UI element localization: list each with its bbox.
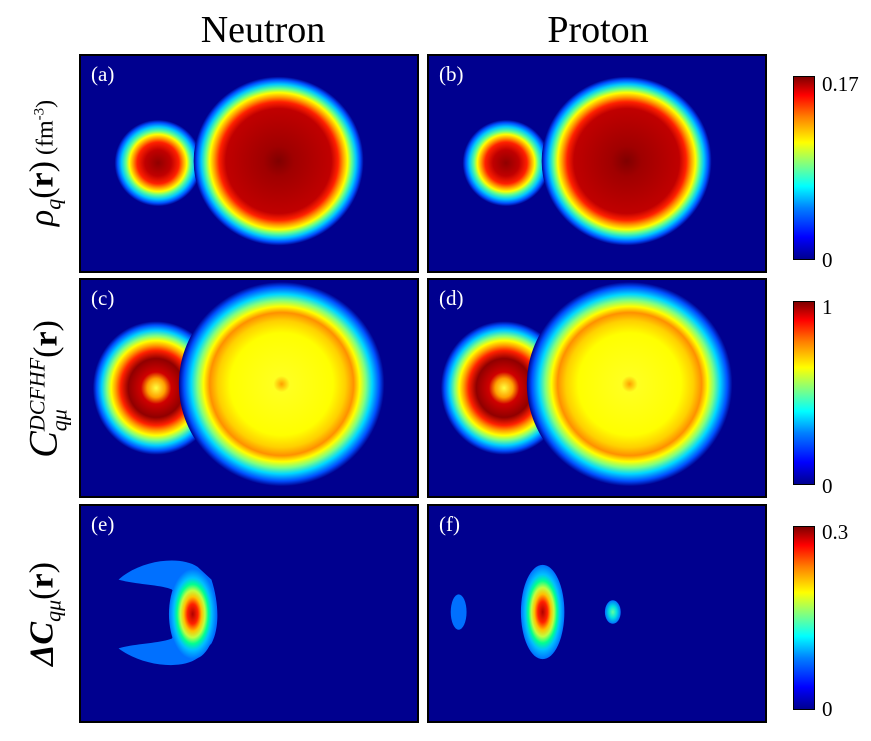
localization-fragment-large — [178, 281, 385, 487]
colorbar-localization — [793, 301, 815, 485]
panel-label-c: (c) — [91, 286, 115, 310]
rho-unit-exponent: -3 — [31, 107, 48, 121]
colorbar-difference — [793, 526, 815, 710]
colorbar-localization-max: 1 — [822, 295, 833, 319]
panel-label-a: (a) — [91, 62, 115, 86]
dc-arg-open: ( — [23, 588, 61, 600]
rho-arg-open: ( — [23, 187, 61, 199]
density-fragment-large — [541, 76, 712, 246]
c-subscript: qμ — [46, 409, 72, 432]
column-title-neutron: Neutron — [200, 9, 326, 51]
panel-label-d: (d) — [439, 286, 464, 310]
panel-label-e: (e) — [91, 512, 115, 536]
panel-f-proton-difference: (f) — [427, 504, 767, 723]
panel-a-neutron-density: (a) — [79, 54, 419, 273]
rho-arg-close: ) — [23, 161, 61, 173]
dc-arg: r — [23, 573, 61, 589]
rho-subscript: q — [40, 198, 66, 210]
rho-symbol: ρ — [23, 209, 61, 227]
rho-unit-close: ) — [32, 99, 59, 108]
c-arg-open: ( — [27, 346, 65, 358]
colorbar-difference-max: 0.3 — [822, 520, 849, 544]
difference-peak — [168, 568, 217, 660]
difference-peak — [520, 564, 565, 660]
panel-label-f: (f) — [439, 512, 460, 536]
colorbar-density — [793, 76, 815, 260]
localization-fragment-large — [526, 281, 733, 487]
column-title-proton: Proton — [547, 9, 649, 51]
dc-symbol: ΔC — [23, 621, 61, 666]
density-fragment-small — [462, 119, 550, 207]
density-fragment-large — [193, 76, 364, 246]
rho-arg: r — [23, 172, 61, 188]
c-symbol: C — [20, 431, 66, 458]
density-fragment-small — [114, 119, 202, 207]
rho-unit-open: (fm — [32, 120, 59, 162]
difference-spot-right — [604, 600, 621, 624]
panel-e-neutron-difference: (e) — [79, 504, 419, 723]
colorbar-density-min: 0 — [822, 248, 833, 272]
panel-b-proton-density: (b) — [427, 54, 767, 273]
colorbar-density-max: 0.17 — [822, 72, 859, 96]
panel-label-b: (b) — [439, 62, 464, 86]
colorbar-difference-min: 0 — [822, 697, 833, 721]
dc-arg-close: ) — [23, 562, 61, 574]
c-arg-close: ) — [27, 320, 65, 332]
dc-subscript: qμ — [40, 599, 66, 622]
c-arg: r — [27, 331, 65, 347]
colorbar-localization-min: 0 — [822, 474, 833, 498]
difference-spot-left — [450, 594, 467, 630]
panel-c-neutron-localization: (c) — [79, 278, 419, 498]
panel-d-proton-localization: (d) — [427, 278, 767, 498]
